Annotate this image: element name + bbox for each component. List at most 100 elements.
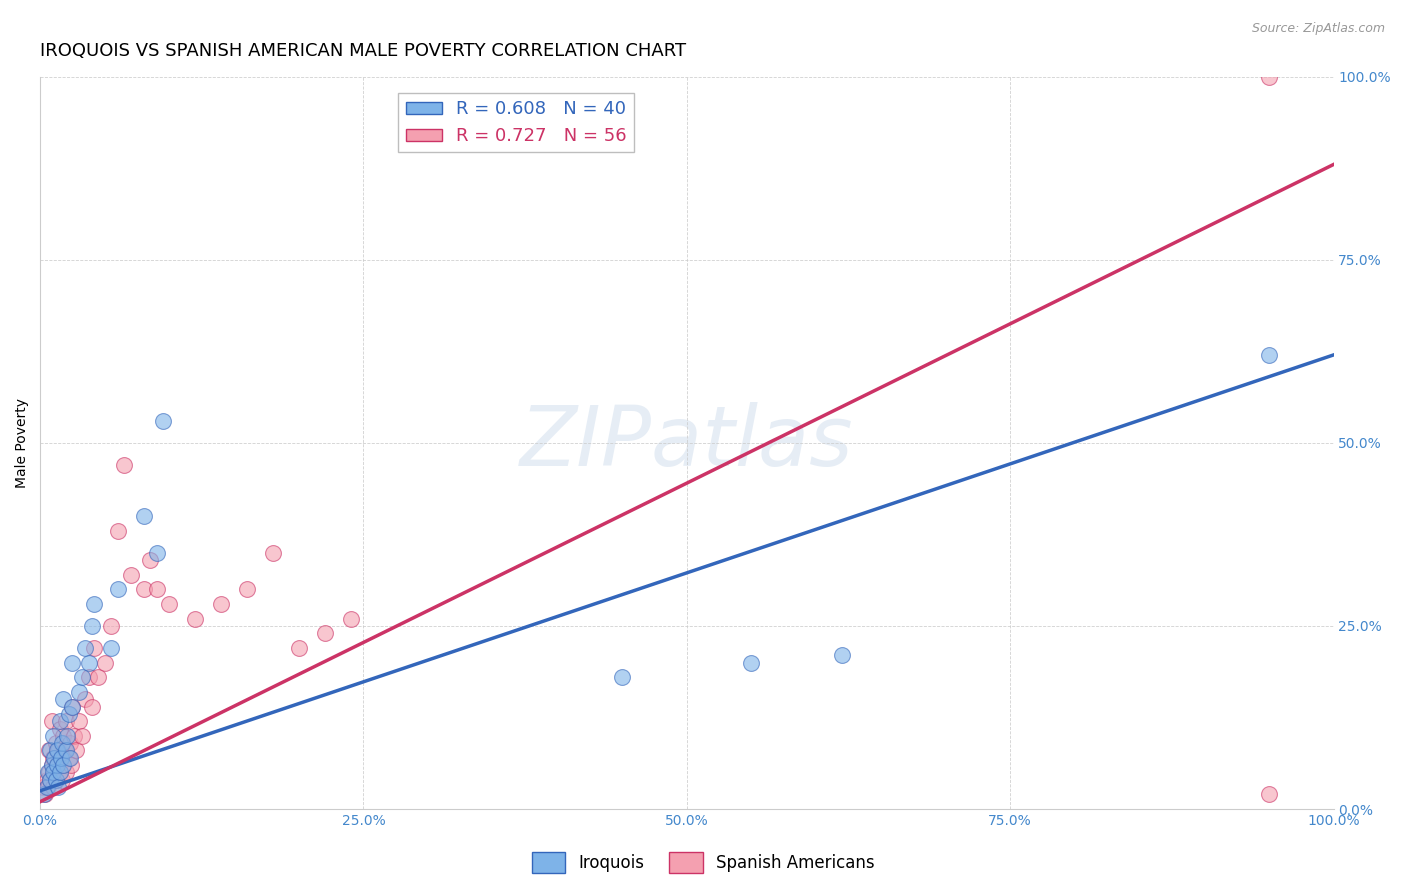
Point: [75, 692, 97, 706]
Point: [100, 619, 122, 633]
Point: [77, 670, 100, 684]
Point: [44, 765, 66, 780]
Text: IROQUOIS VS SPANISH AMERICAN MALE POVERTY CORRELATION CHART: IROQUOIS VS SPANISH AMERICAN MALE POVERT…: [41, 42, 686, 60]
Point: [44, 751, 66, 765]
Point: [41, 758, 63, 772]
Point: [87, 670, 110, 684]
Point: [52, 758, 75, 772]
Point: [70, 670, 93, 684]
Point: [51, 736, 73, 750]
Point: [31, 780, 53, 794]
Point: [59, 751, 82, 765]
Point: [139, 553, 162, 567]
Point: [48, 722, 70, 736]
Point: [152, 414, 174, 428]
Point: [55, 765, 77, 780]
Point: [62, 699, 84, 714]
Point: [39, 772, 62, 787]
Point: [1257, 788, 1279, 802]
Point: [35, 772, 58, 787]
Point: [1257, 348, 1279, 362]
Point: [45, 758, 67, 772]
Point: [94, 656, 117, 670]
Point: [209, 597, 232, 611]
Point: [52, 729, 75, 743]
Point: [740, 656, 762, 670]
Point: [48, 765, 70, 780]
Point: [610, 670, 633, 684]
Point: [77, 656, 100, 670]
Text: Source: ZipAtlas.com: Source: ZipAtlas.com: [1251, 22, 1385, 36]
Point: [831, 648, 853, 663]
Point: [67, 714, 90, 728]
Y-axis label: Male Poverty: Male Poverty: [15, 398, 30, 488]
Point: [56, 729, 79, 743]
Point: [45, 772, 67, 787]
Point: [62, 699, 84, 714]
Point: [83, 640, 105, 655]
Point: [62, 729, 84, 743]
Legend: R = 0.608   N = 40, R = 0.727   N = 56: R = 0.608 N = 40, R = 0.727 N = 56: [398, 93, 634, 153]
Point: [42, 751, 65, 765]
Point: [70, 729, 93, 743]
Point: [67, 685, 90, 699]
Point: [236, 582, 259, 597]
Text: ZIPatlas: ZIPatlas: [520, 402, 853, 483]
Point: [339, 612, 361, 626]
Point: [100, 640, 122, 655]
Point: [262, 546, 284, 560]
Point: [45, 772, 67, 787]
Point: [107, 524, 129, 538]
Point: [37, 780, 59, 794]
Point: [83, 597, 105, 611]
Point: [58, 751, 80, 765]
Point: [314, 626, 336, 640]
Point: [1257, 70, 1279, 84]
Point: [184, 612, 207, 626]
Point: [42, 780, 65, 794]
Point: [53, 743, 76, 757]
Point: [52, 758, 75, 772]
Point: [62, 656, 84, 670]
Point: [132, 582, 155, 597]
Point: [45, 758, 67, 772]
Point: [38, 743, 60, 757]
Legend: Iroquois, Spanish Americans: Iroquois, Spanish Americans: [524, 846, 882, 880]
Point: [59, 736, 82, 750]
Point: [38, 765, 60, 780]
Point: [159, 597, 181, 611]
Point: [34, 788, 56, 802]
Point: [145, 582, 167, 597]
Point: [80, 699, 103, 714]
Point: [41, 714, 63, 728]
Point: [37, 765, 59, 780]
Point: [75, 640, 97, 655]
Point: [48, 714, 70, 728]
Point: [288, 640, 311, 655]
Point: [49, 751, 72, 765]
Point: [42, 765, 65, 780]
Point: [46, 743, 69, 757]
Point: [55, 714, 77, 728]
Point: [58, 706, 80, 721]
Point: [32, 788, 55, 802]
Point: [107, 582, 129, 597]
Point: [39, 743, 62, 757]
Point: [65, 743, 87, 757]
Point: [48, 765, 70, 780]
Point: [49, 751, 72, 765]
Point: [145, 546, 167, 560]
Point: [80, 619, 103, 633]
Point: [41, 758, 63, 772]
Point: [45, 743, 67, 757]
Point: [52, 692, 75, 706]
Point: [60, 758, 83, 772]
Point: [51, 772, 73, 787]
Point: [55, 743, 77, 757]
Point: [46, 780, 69, 794]
Point: [132, 509, 155, 524]
Point: [39, 772, 62, 787]
Point: [35, 780, 58, 794]
Point: [112, 458, 135, 472]
Point: [45, 736, 67, 750]
